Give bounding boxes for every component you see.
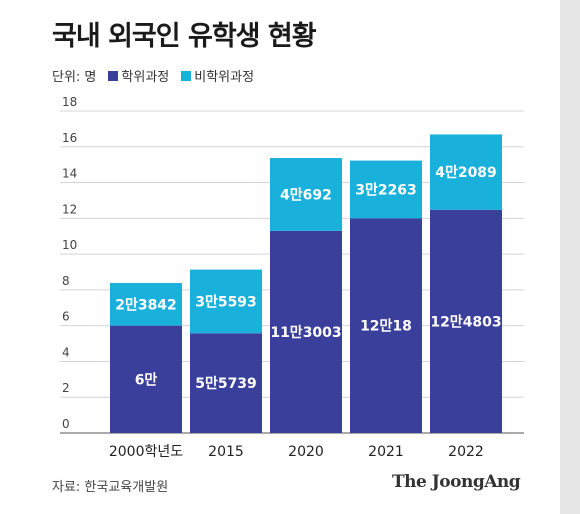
bar-non-degree xyxy=(270,158,342,231)
legend-item-degree: 학위과정 xyxy=(102,66,169,85)
data-label: 11만3003 xyxy=(270,325,341,341)
legend-swatch-degree xyxy=(108,70,119,81)
bar-degree xyxy=(350,218,422,433)
data-label: 12만18 xyxy=(360,319,412,335)
bar-chart: 0 2 4 6 8 10 12 14 16 18 6만 2만3842 2000학년도 5만5739 3만55… xyxy=(60,95,524,460)
x-tick-label: 2015 xyxy=(208,444,244,460)
brand-logo: The JoongAng xyxy=(392,472,521,492)
y-tick-label: 4 xyxy=(62,345,70,359)
x-tick-label: 2022 xyxy=(448,444,484,460)
chart-title: 국내 외국인 유학생 현황 xyxy=(52,21,317,52)
y-tick-label: 6 xyxy=(62,310,70,324)
legend-swatch-non-degree xyxy=(181,70,192,81)
source-note: 자료: 한국교육개발원 xyxy=(52,480,169,495)
y-tick-label: 12 xyxy=(62,202,77,216)
x-tick-label: 2020 xyxy=(288,444,324,460)
data-label: 4만692 xyxy=(280,187,332,203)
y-tick-label: 14 xyxy=(62,167,77,181)
data-label: 12만4803 xyxy=(430,314,501,330)
data-label: 2만3842 xyxy=(115,297,177,313)
y-tick-label: 16 xyxy=(62,131,77,145)
page-edge xyxy=(560,0,580,514)
y-tick-label: 2 xyxy=(62,381,70,395)
y-tick-label: 10 xyxy=(62,238,77,252)
x-tick-label: 2000학년도 xyxy=(109,444,183,460)
data-label: 3만2263 xyxy=(355,182,417,198)
bar-non-degree xyxy=(430,134,502,210)
bar-non-degree xyxy=(110,283,182,326)
legend-label-degree: 학위과정 xyxy=(121,70,170,85)
bar-non-degree xyxy=(350,160,422,219)
data-label: 6만 xyxy=(135,372,158,388)
y-tick-label: 18 xyxy=(62,95,77,109)
legend: 단위: 명 학위과정 비학위과정 xyxy=(52,66,254,85)
y-tick-label: 0 xyxy=(62,417,70,431)
bar-degree xyxy=(430,209,502,433)
bar-degree xyxy=(190,333,262,433)
bar-degree xyxy=(110,325,182,433)
unit-label: 단위: 명 xyxy=(52,70,97,85)
y-tick-label: 8 xyxy=(62,274,70,288)
legend-item-non-degree: 비학위과정 xyxy=(175,66,254,85)
data-label: 3만5593 xyxy=(195,294,257,310)
data-label: 4만2089 xyxy=(435,165,497,181)
bar-degree xyxy=(270,230,342,433)
legend-label-non-degree: 비학위과정 xyxy=(194,70,255,85)
bar-non-degree xyxy=(190,269,262,334)
data-label: 5만5739 xyxy=(195,376,257,392)
x-tick-label: 2021 xyxy=(368,444,404,460)
